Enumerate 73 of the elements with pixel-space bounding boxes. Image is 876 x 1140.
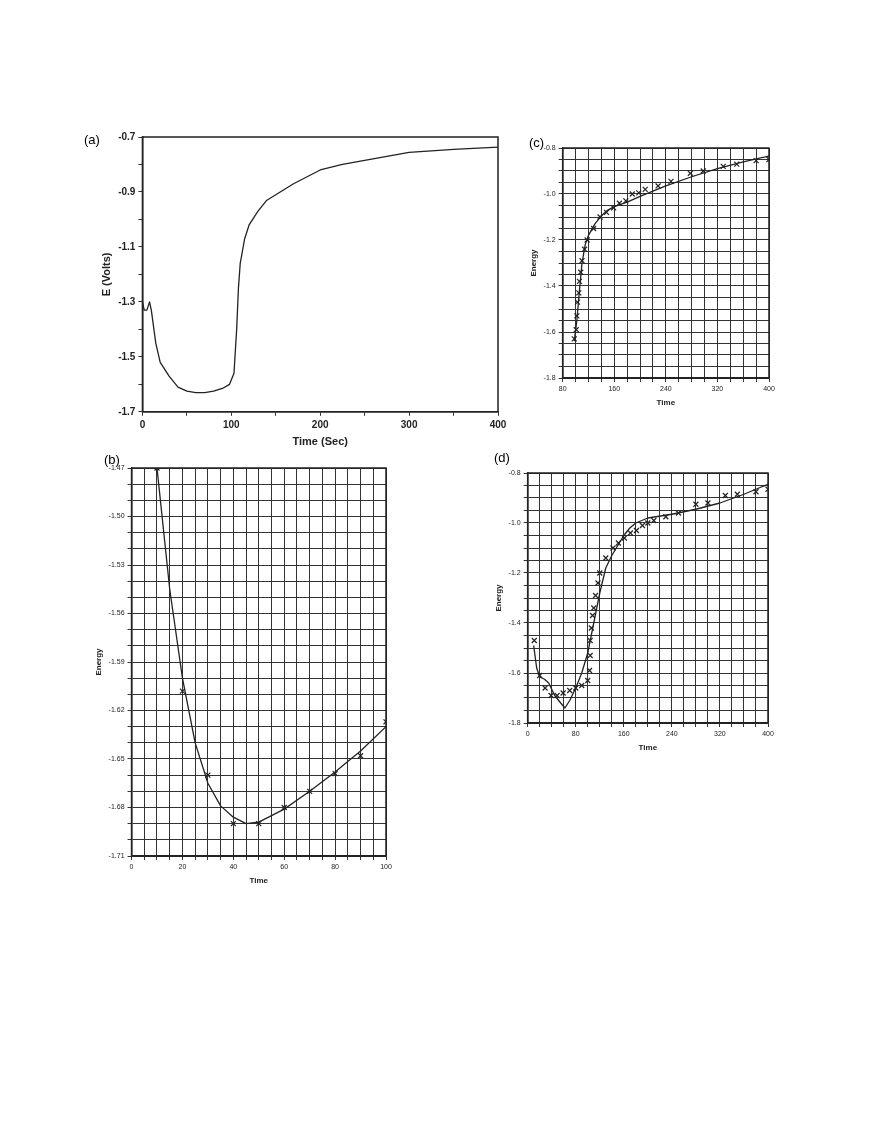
y-tick-label: -0.9 bbox=[118, 185, 136, 197]
point bbox=[577, 269, 584, 276]
point bbox=[578, 682, 585, 689]
y-axis-title: Energy bbox=[94, 647, 103, 676]
point bbox=[560, 689, 567, 697]
point bbox=[596, 569, 603, 577]
point bbox=[635, 189, 642, 196]
point bbox=[667, 178, 675, 185]
point bbox=[616, 200, 623, 207]
point bbox=[574, 299, 581, 306]
y-tick-label: -1.1 bbox=[118, 240, 136, 252]
point bbox=[566, 687, 573, 694]
point bbox=[629, 190, 636, 198]
point bbox=[179, 688, 186, 695]
point bbox=[734, 491, 741, 498]
x-tick-label: 0 bbox=[139, 418, 146, 430]
point bbox=[603, 209, 610, 216]
point bbox=[572, 684, 579, 692]
point bbox=[573, 326, 580, 333]
y-tick-label: -1.5 bbox=[118, 350, 136, 362]
point bbox=[753, 157, 760, 164]
y-tick-label: -1.7 bbox=[118, 405, 136, 417]
point bbox=[357, 752, 364, 759]
chart-title: (d) bbox=[494, 450, 510, 465]
point bbox=[610, 204, 617, 211]
x-tick-label: 400 bbox=[489, 418, 507, 430]
chart-title: (c) bbox=[529, 135, 545, 150]
point bbox=[602, 554, 609, 562]
point bbox=[722, 492, 729, 499]
point bbox=[581, 246, 588, 253]
point bbox=[587, 652, 594, 659]
x-axis-title: Time bbox=[249, 876, 269, 886]
y-tick-label: -0.7 bbox=[118, 130, 136, 142]
point bbox=[662, 513, 669, 520]
point bbox=[627, 529, 634, 537]
x-axis-title: Time bbox=[656, 398, 676, 408]
point bbox=[590, 225, 597, 232]
point bbox=[633, 527, 640, 534]
point bbox=[584, 677, 591, 684]
point bbox=[578, 257, 586, 264]
x-tick-label: 300 bbox=[400, 418, 418, 430]
point bbox=[255, 820, 262, 827]
point bbox=[733, 161, 740, 168]
chart-title: (b) bbox=[104, 452, 120, 467]
point bbox=[650, 517, 657, 524]
point bbox=[587, 637, 594, 644]
x-axis-title: Time (Sec) bbox=[292, 435, 349, 448]
point bbox=[332, 770, 339, 777]
point bbox=[642, 186, 649, 193]
y-axis-title: Energy bbox=[529, 248, 538, 277]
y-axis-title: Energy bbox=[494, 583, 503, 612]
point bbox=[548, 692, 555, 699]
point bbox=[675, 509, 682, 517]
point bbox=[752, 488, 760, 495]
point bbox=[704, 499, 711, 507]
point bbox=[621, 534, 628, 542]
chart-title: (a) bbox=[84, 132, 100, 147]
x-axis-title: Time bbox=[638, 743, 658, 753]
point bbox=[575, 289, 582, 296]
point bbox=[644, 519, 651, 527]
y-axis-title: E (Volts) bbox=[99, 252, 112, 297]
y-tick-label: -1.3 bbox=[118, 295, 136, 307]
point bbox=[554, 692, 561, 699]
x-tick-label: 200 bbox=[311, 418, 329, 430]
point bbox=[692, 501, 699, 508]
point bbox=[536, 672, 543, 679]
point bbox=[615, 539, 622, 547]
point bbox=[700, 167, 707, 175]
x-tick-label: 100 bbox=[222, 418, 241, 430]
point bbox=[588, 624, 595, 632]
point bbox=[720, 163, 727, 170]
point bbox=[281, 804, 288, 811]
point bbox=[584, 236, 591, 244]
